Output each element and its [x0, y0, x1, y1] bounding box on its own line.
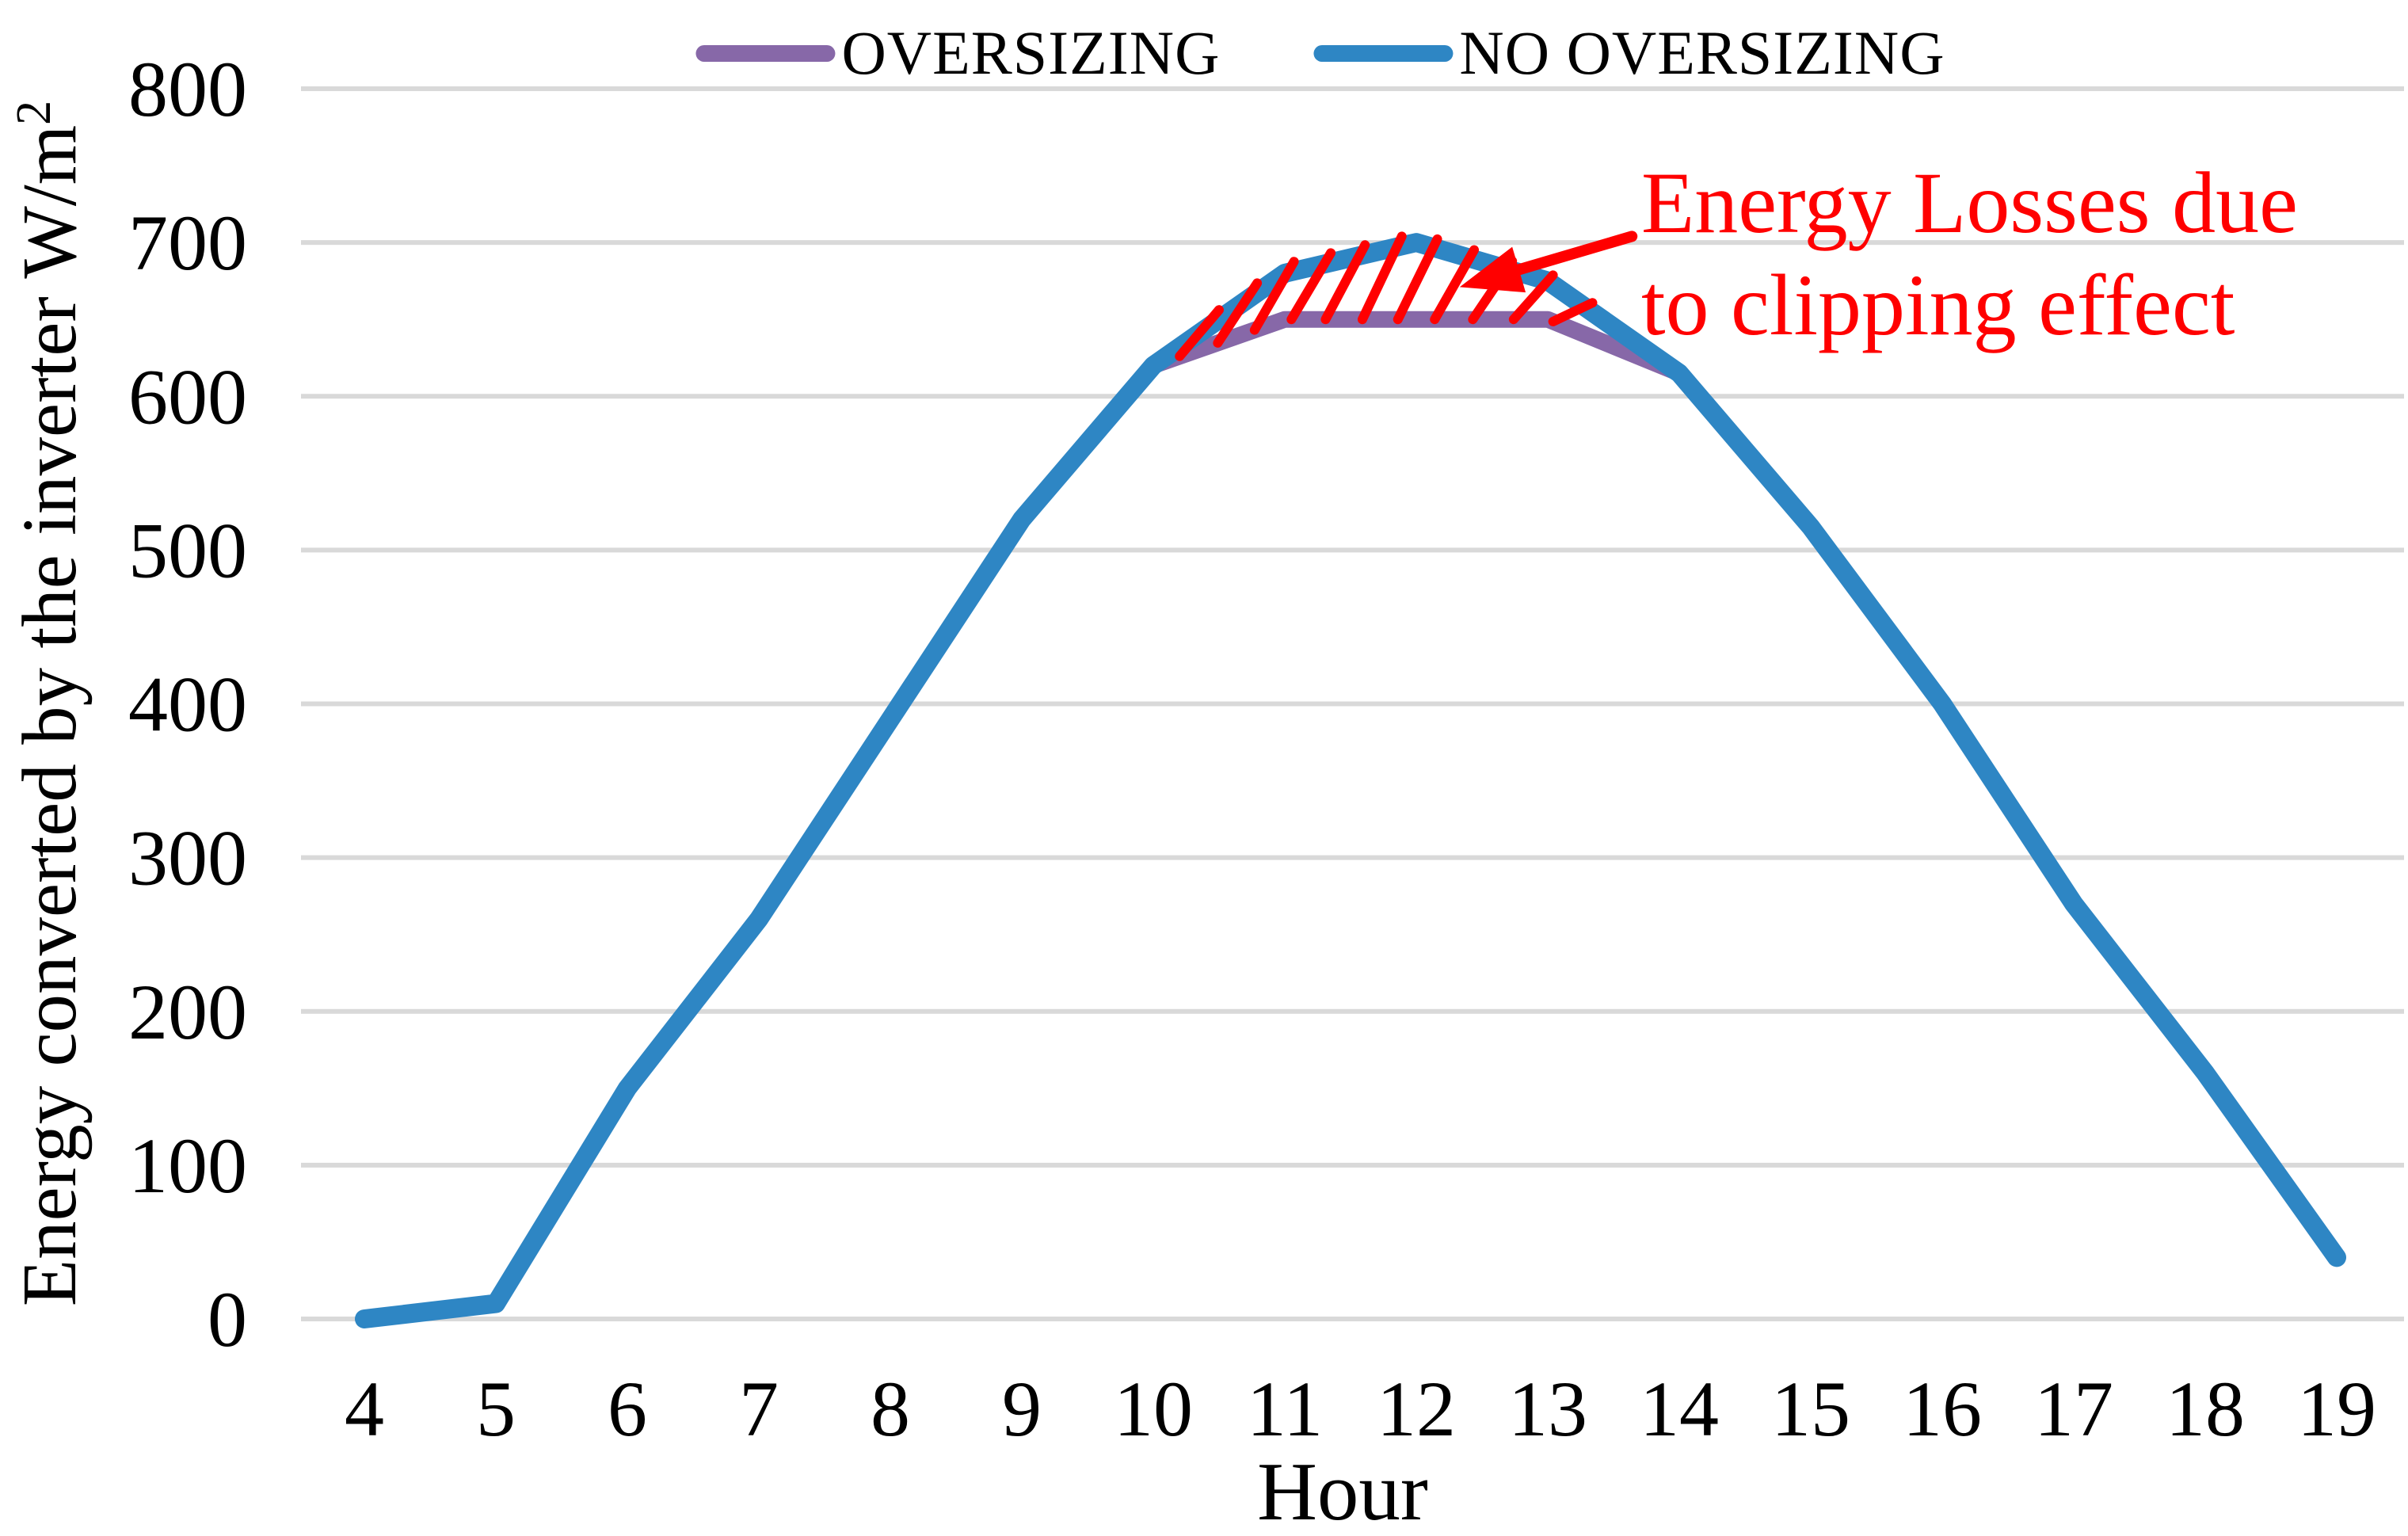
annotation-line-1: Energy Losses due	[1641, 154, 2298, 251]
x-tick-label: 7	[739, 1365, 779, 1453]
x-tick-label: 15	[1771, 1365, 1850, 1453]
no-oversizing-line	[355, 233, 2346, 1328]
x-tick-label: 18	[2166, 1365, 2245, 1453]
legend: OVERSIZING NO OVERSIZING	[695, 17, 1945, 89]
y-axis-tick-labels: 0 100 200 300 400 500 600 700 800	[128, 45, 247, 1363]
x-tick-label: 10	[1114, 1365, 1193, 1453]
y-axis-title: Energy converted by the inverter W/m2	[7, 101, 92, 1306]
annotation-arrow	[1459, 231, 1638, 293]
hatch-line	[1430, 245, 1480, 325]
y-tick-label: 700	[128, 199, 247, 287]
y-tick-label: 600	[128, 353, 247, 440]
hatch-line	[1357, 231, 1407, 325]
x-tick-label: 13	[1508, 1365, 1587, 1453]
hatch-line	[1320, 240, 1370, 325]
x-tick-label: 14	[1640, 1365, 1719, 1453]
no-oversizing-line-swatch	[1313, 44, 1454, 62]
gridlines	[301, 86, 2404, 1321]
hatch-line	[1213, 278, 1263, 348]
legend-item-oversizing: OVERSIZING	[695, 17, 1220, 89]
legend-label-no-oversizing: NO OVERSIZING	[1459, 18, 1945, 87]
arrow-head	[1459, 246, 1526, 293]
x-tick-label: 4	[345, 1365, 384, 1453]
y-tick-label: 300	[128, 814, 247, 902]
hatch-line	[1393, 234, 1442, 325]
legend-label-oversizing: OVERSIZING	[841, 18, 1221, 87]
x-tick-label: 6	[608, 1365, 647, 1453]
y-tick-label: 800	[128, 45, 247, 133]
x-tick-label: 11	[1247, 1365, 1323, 1453]
y-tick-label: 400	[128, 661, 247, 749]
x-tick-label: 16	[1903, 1365, 1982, 1453]
x-tick-label: 12	[1377, 1365, 1456, 1453]
y-tick-label: 100	[128, 1122, 247, 1210]
annotation-line-2: to clipping effect	[1641, 256, 2235, 353]
energy-losses-annotation: Energy Losses due to clipping effect	[1641, 152, 2298, 356]
y-tick-label: 200	[128, 968, 247, 1056]
hatch-line	[1286, 248, 1336, 325]
hatch-line	[1249, 257, 1299, 335]
y-tick-label: 500	[128, 506, 247, 594]
y-tick-label: 0	[208, 1275, 247, 1363]
x-tick-label: 5	[476, 1365, 516, 1453]
clipping-loss-hatch	[1175, 231, 1598, 361]
x-tick-label: 8	[871, 1365, 910, 1453]
oversizing-line	[356, 311, 2345, 1328]
arrow-shaft	[1513, 231, 1638, 276]
oversizing-line-swatch	[695, 44, 836, 62]
x-tick-label: 9	[1002, 1365, 1042, 1453]
x-tick-label: 19	[2297, 1365, 2376, 1453]
hatch-line	[1508, 270, 1558, 325]
hatch-line	[1548, 298, 1598, 326]
x-axis-tick-labels: 4 5 6 7 8 9 10 11 12 13 14 15 16 17 18 19	[345, 1365, 2376, 1453]
legend-item-no-oversizing: NO OVERSIZING	[1313, 17, 1945, 89]
x-axis-title: Hour	[1257, 1445, 1428, 1536]
x-tick-label: 17	[2034, 1365, 2113, 1453]
hatch-line	[1175, 305, 1224, 361]
y-axis-title-superscript: 2	[7, 101, 61, 125]
series-lines	[355, 233, 2346, 1328]
